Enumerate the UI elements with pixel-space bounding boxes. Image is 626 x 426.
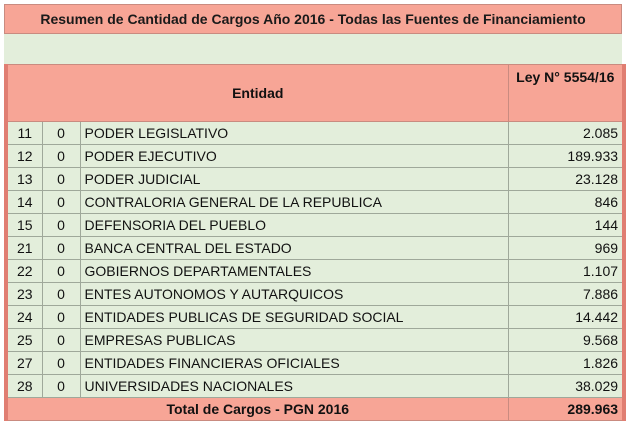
table-row: 15 0 DEFENSORIA DEL PUEBLO 144: [4, 213, 626, 237]
sub-cell: 0: [41, 328, 81, 352]
table-row: 13 0 PODER JUDICIAL 23.128: [4, 167, 626, 191]
value-cell: 144: [507, 213, 626, 237]
total-value: 289.963: [507, 397, 626, 421]
table-row: 28 0 UNIVERSIDADES NACIONALES 38.029: [4, 374, 626, 398]
code-cell: 21: [4, 236, 43, 260]
table-row: 23 0 ENTES AUTONOMOS Y AUTARQUICOS 7.886: [4, 282, 626, 306]
table-row: 11 0 PODER LEGISLATIVO 2.085: [4, 121, 626, 145]
sub-cell: 0: [41, 167, 81, 191]
sub-cell: 0: [41, 351, 81, 375]
table-header-row: Entidad Ley N° 5554/16: [3, 64, 626, 122]
name-cell: CONTRALORIA GENERAL DE LA REPUBLICA: [79, 190, 509, 214]
table-row: 27 0 ENTIDADES FINANCIERAS OFICIALES 1.826: [4, 351, 626, 375]
value-cell: 846: [507, 190, 626, 214]
sub-cell: 0: [41, 121, 81, 145]
table-body: 11 0 PODER LEGISLATIVO 2.085 12 0 PODER EJECUT…: [4, 121, 626, 398]
table-row: 22 0 GOBIERNOS DEPARTAMENTALES 1.107: [4, 259, 626, 283]
value-cell: 38.029: [507, 374, 626, 398]
ley-header: Ley N° 5554/16: [507, 64, 626, 122]
value-cell: 969: [507, 236, 626, 260]
total-label: Total de Cargos - PGN 2016: [3, 397, 509, 421]
total-row: Total de Cargos - PGN 2016 289.963: [3, 397, 626, 421]
code-cell: 15: [4, 213, 43, 237]
sub-cell: 0: [41, 144, 81, 168]
name-cell: PODER EJECUTIVO: [79, 144, 509, 168]
name-cell: ENTES AUTONOMOS Y AUTARQUICOS: [79, 282, 509, 306]
code-cell: 28: [4, 374, 43, 398]
value-cell: 189.933: [507, 144, 626, 168]
name-cell: ENTIDADES PUBLICAS DE SEGURIDAD SOCIAL: [79, 305, 509, 329]
sub-cell: 0: [41, 374, 81, 398]
value-cell: 1.107: [507, 259, 626, 283]
table-row: 12 0 PODER EJECUTIVO 189.933: [4, 144, 626, 168]
name-cell: BANCA CENTRAL DEL ESTADO: [79, 236, 509, 260]
summary-table-container: Resumen de Cantidad de Cargos Año 2016 -…: [3, 4, 626, 421]
value-cell: 1.826: [507, 351, 626, 375]
name-cell: ENTIDADES FINANCIERAS OFICIALES: [79, 351, 509, 375]
name-cell: UNIVERSIDADES NACIONALES: [79, 374, 509, 398]
sub-cell: 0: [41, 305, 81, 329]
sub-cell: 0: [41, 259, 81, 283]
table-row: 25 0 EMPRESAS PUBLICAS 9.568: [4, 328, 626, 352]
value-cell: 9.568: [507, 328, 626, 352]
code-cell: 14: [4, 190, 43, 214]
value-cell: 2.085: [507, 121, 626, 145]
value-cell: 7.886: [507, 282, 626, 306]
code-cell: 11: [4, 121, 43, 145]
code-cell: 12: [4, 144, 43, 168]
table-row: 21 0 BANCA CENTRAL DEL ESTADO 969: [4, 236, 626, 260]
entidad-header: Entidad: [3, 64, 509, 122]
code-cell: 22: [4, 259, 43, 283]
code-cell: 24: [4, 305, 43, 329]
name-cell: DEFENSORIA DEL PUEBLO: [79, 213, 509, 237]
name-cell: PODER JUDICIAL: [79, 167, 509, 191]
sub-cell: 0: [41, 213, 81, 237]
code-cell: 25: [4, 328, 43, 352]
code-cell: 27: [4, 351, 43, 375]
table-row: 14 0 CONTRALORIA GENERAL DE LA REPUBLICA 84…: [4, 190, 626, 214]
code-cell: 13: [4, 167, 43, 191]
value-cell: 23.128: [507, 167, 626, 191]
cargos-table: Entidad Ley N° 5554/16 11 0 PODER LEGISLAT…: [3, 64, 626, 421]
name-cell: PODER LEGISLATIVO: [79, 121, 509, 145]
table-title: Resumen de Cantidad de Cargos Año 2016 -…: [4, 4, 622, 34]
table-row: 24 0 ENTIDADES PUBLICAS DE SEGURIDAD SOCIA…: [4, 305, 626, 329]
name-cell: EMPRESAS PUBLICAS: [79, 328, 509, 352]
sub-cell: 0: [41, 282, 81, 306]
sub-cell: 0: [41, 236, 81, 260]
spacer-band: [4, 34, 622, 64]
name-cell: GOBIERNOS DEPARTAMENTALES: [79, 259, 509, 283]
value-cell: 14.442: [507, 305, 626, 329]
sub-cell: 0: [41, 190, 81, 214]
code-cell: 23: [4, 282, 43, 306]
